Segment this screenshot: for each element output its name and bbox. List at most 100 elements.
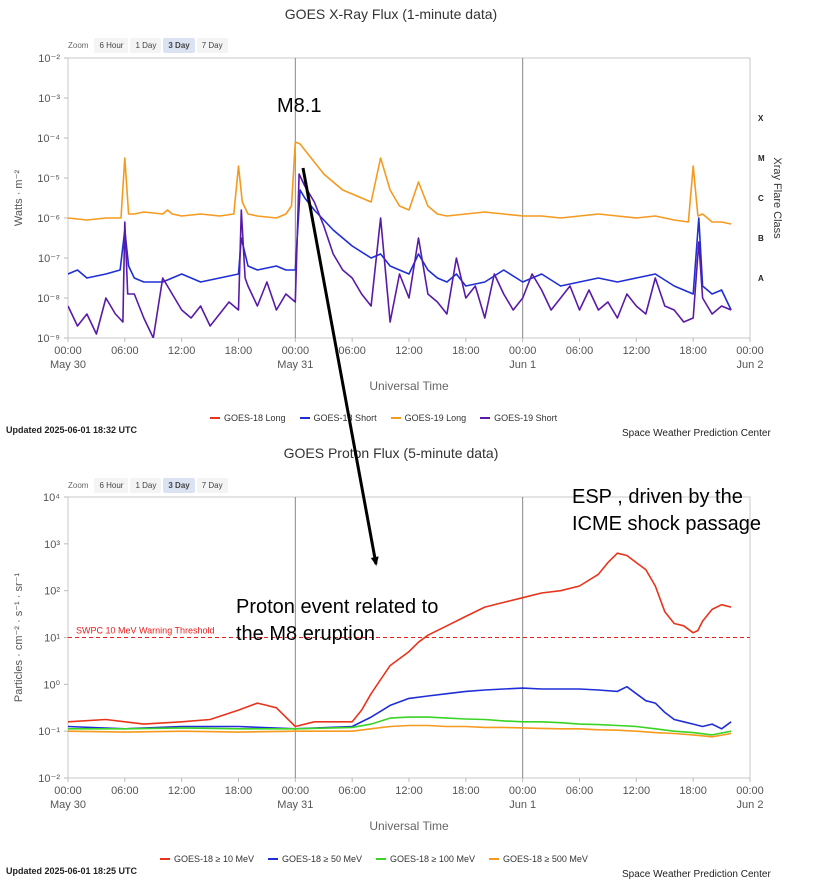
x-tick-label: 12:00 — [623, 785, 651, 797]
y-tick-label: 10⁰ — [43, 679, 60, 691]
x-tick-label: 00:00 — [736, 785, 764, 797]
x-tick-label: 00:00 — [736, 345, 764, 357]
y-tick-label: 10⁻⁵ — [37, 173, 60, 185]
x-axis-title: Universal Time — [369, 819, 449, 833]
x-tick-label: 12:00 — [168, 785, 196, 797]
legend-label: GOES-18 Long — [224, 413, 286, 423]
flare-class-label: X — [758, 114, 764, 123]
flare-class-label: B — [758, 234, 764, 243]
zoom-6-hour-button[interactable]: 6 Hour — [94, 38, 129, 53]
x-tick-label: 12:00 — [395, 345, 423, 357]
series-line-p10 — [68, 552, 732, 728]
zoom-label: Zoom — [68, 41, 89, 50]
proton-updated-timestamp: Updated 2025-06-01 18:25 UTC — [6, 866, 138, 876]
legend-swatch — [480, 417, 491, 419]
legend-label: GOES-18 ≥ 100 MeV — [389, 854, 475, 864]
x-tick-label: 06:00 — [566, 785, 594, 797]
y-tick-label: 10⁻³ — [38, 93, 60, 105]
xray-credit: Space Weather Prediction Center — [622, 428, 771, 439]
x-axis-title: Universal Time — [369, 379, 449, 393]
legend-swatch — [390, 417, 401, 419]
y-tick-label: 10² — [44, 586, 60, 598]
legend-swatch — [267, 858, 278, 860]
flare-class-label: M — [758, 154, 765, 163]
x-date-label: May 31 — [277, 359, 313, 371]
legend-label: GOES-19 Short — [494, 413, 558, 423]
y-tick-label: 10⁻² — [38, 53, 60, 65]
y-tick-label: 10⁻⁴ — [37, 133, 60, 145]
x-tick-label: 18:00 — [679, 345, 707, 357]
x-tick-label: 06:00 — [111, 785, 139, 797]
y-tick-label: 10¹ — [44, 633, 60, 645]
legend-goes19-long[interactable]: GOES-19 Long — [390, 413, 467, 423]
esp-annotation-line2: ICME shock passage — [572, 513, 761, 535]
x-tick-label: 00:00 — [282, 785, 310, 797]
x-tick-label: 00:00 — [509, 785, 537, 797]
legend-label: GOES-18 Short — [313, 413, 377, 423]
x-tick-label: 00:00 — [54, 785, 82, 797]
y-axis-title: Particles · cm⁻² · s⁻¹ · sr⁻¹ — [13, 573, 25, 703]
y-tick-label: 10⁻⁷ — [38, 253, 60, 265]
x-tick-label: 18:00 — [452, 785, 480, 797]
series-line-p50 — [68, 685, 732, 730]
legend-goes18-long[interactable]: GOES-18 Long — [210, 413, 286, 423]
legend-swatch — [299, 417, 310, 419]
series-line-goes19_short — [68, 173, 732, 338]
zoom-6-hour-button[interactable]: 6 Hour — [94, 478, 129, 493]
esp-annotation: ESP , driven by the ICME shock passage — [572, 484, 761, 538]
x-date-label: May 31 — [277, 799, 313, 811]
x-tick-label: 00:00 — [509, 345, 537, 357]
proton-annotation-line2: the M8 eruption — [236, 623, 375, 645]
zoom-3-day-button[interactable]: 3 Day — [163, 38, 195, 53]
x-tick-label: 18:00 — [225, 345, 253, 357]
x-tick-label: 06:00 — [566, 345, 594, 357]
y-axis-title: Watts · m⁻² — [13, 170, 25, 226]
x-date-label: Jun 1 — [509, 799, 536, 811]
flare-class-axis-title: Xray Flare Class — [771, 157, 783, 239]
zoom-1-day-button[interactable]: 1 Day — [130, 478, 162, 493]
x-date-label: May 30 — [50, 799, 86, 811]
legend-p100[interactable]: GOES-18 ≥ 100 MeV — [375, 854, 475, 864]
flare-class-label: C — [758, 194, 764, 203]
legend-label: GOES-18 ≥ 10 MeV — [174, 854, 254, 864]
x-tick-label: 06:00 — [338, 785, 366, 797]
proton-zoom-bar: Zoom 6 Hour 1 Day 3 Day 7 Day — [68, 478, 228, 493]
legend-swatch — [375, 858, 386, 860]
zoom-1-day-button[interactable]: 1 Day — [130, 38, 162, 53]
y-tick-label: 10³ — [44, 539, 60, 551]
legend-p50[interactable]: GOES-18 ≥ 50 MeV — [267, 854, 362, 864]
zoom-7-day-button[interactable]: 7 Day — [196, 478, 228, 493]
warning-threshold-label: SWPC 10 MeV Warning Threshold — [76, 626, 215, 636]
proton-legend: GOES-18 ≥ 10 MeV GOES-18 ≥ 50 MeV GOES-1… — [160, 854, 588, 864]
proton-annotation-line1: Proton event related to — [236, 596, 439, 618]
esp-annotation-line1: ESP , driven by the — [572, 486, 743, 508]
series-line-p500 — [68, 724, 732, 738]
proton-event-annotation: Proton event related to the M8 eruption — [236, 594, 438, 648]
xray-updated-timestamp: Updated 2025-06-01 18:32 UTC — [6, 425, 138, 435]
xray-zoom-bar: Zoom 6 Hour 1 Day 3 Day 7 Day — [68, 38, 228, 53]
x-tick-label: 18:00 — [452, 345, 480, 357]
legend-p10[interactable]: GOES-18 ≥ 10 MeV — [160, 854, 254, 864]
x-tick-label: 12:00 — [395, 785, 423, 797]
x-tick-label: 06:00 — [111, 345, 139, 357]
x-date-label: Jun 1 — [509, 359, 536, 371]
proton-credit: Space Weather Prediction Center — [622, 869, 771, 880]
y-tick-label: 10⁻⁸ — [37, 293, 60, 305]
x-date-label: Jun 2 — [737, 799, 764, 811]
x-tick-label: 06:00 — [338, 345, 366, 357]
xray-legend: GOES-18 Long GOES-18 Short GOES-19 Long … — [210, 413, 557, 423]
flare-class-label: A — [758, 274, 764, 283]
zoom-3-day-button[interactable]: 3 Day — [163, 478, 195, 493]
x-tick-label: 00:00 — [54, 345, 82, 357]
zoom-label: Zoom — [68, 481, 89, 490]
legend-goes18-short[interactable]: GOES-18 Short — [299, 413, 377, 423]
x-tick-label: 18:00 — [225, 785, 253, 797]
y-tick-label: 10⁻² — [38, 773, 60, 785]
legend-swatch — [160, 858, 170, 860]
legend-p500[interactable]: GOES-18 ≥ 500 MeV — [488, 854, 588, 864]
legend-label: GOES-19 Long — [404, 413, 467, 423]
zoom-7-day-button[interactable]: 7 Day — [196, 38, 228, 53]
legend-goes19-short[interactable]: GOES-19 Short — [480, 413, 557, 423]
series-line-p100 — [68, 716, 732, 736]
